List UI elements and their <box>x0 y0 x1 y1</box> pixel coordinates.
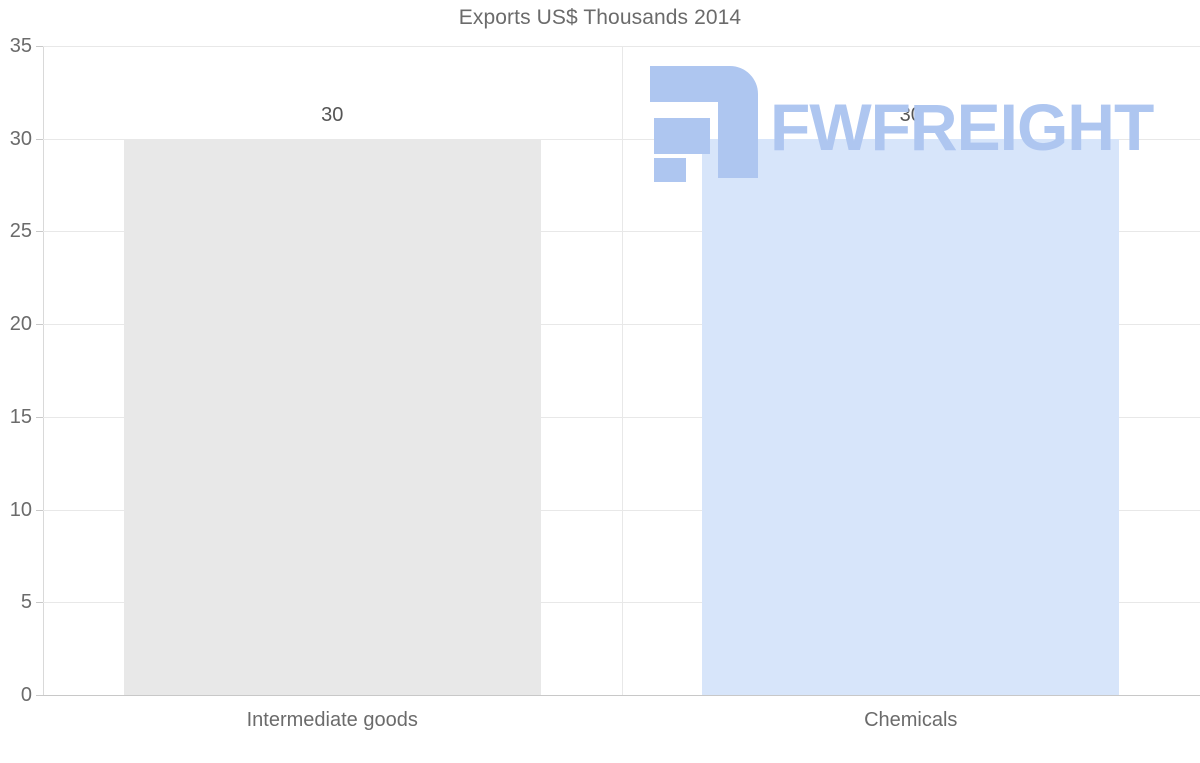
y-tick-mark-10 <box>36 509 43 511</box>
y-axis-line <box>43 46 44 695</box>
y-tick-mark-35 <box>36 46 43 47</box>
bar-1[interactable] <box>123 138 541 695</box>
y-tick-mark-15 <box>36 416 43 418</box>
y-tick-label-0: 0 <box>20 684 32 706</box>
y-tick-label-15: 15 <box>9 405 32 428</box>
gridline-y-0 <box>43 695 1200 696</box>
gridline-y-15 <box>43 416 1200 418</box>
y-tick-mark-30 <box>36 138 43 140</box>
x-tick-label-2: Chemicals <box>864 709 958 731</box>
y-tick-label-25: 25 <box>9 220 32 243</box>
plot-area <box>43 46 1200 696</box>
gridline-y-5 <box>43 602 1200 604</box>
y-tick-mark-5 <box>36 602 43 604</box>
y-tick-label-20: 20 <box>9 313 32 336</box>
bar-value-label-1: 30 <box>321 103 344 126</box>
bar-value-label-2: 30 <box>899 103 922 126</box>
gridline-y-35 <box>43 46 1200 47</box>
gridline-y-25 <box>43 231 1200 233</box>
gridline-y-10 <box>43 509 1200 511</box>
y-tick-label-10: 10 <box>9 498 32 521</box>
y-tick-mark-20 <box>36 324 43 326</box>
gridline-x-1 <box>622 46 623 695</box>
bar-2[interactable] <box>702 138 1119 695</box>
y-tick-label-30: 30 <box>9 127 32 150</box>
y-tick-mark-0 <box>36 695 43 696</box>
x-tick-label-1: Intermediate goods <box>246 709 418 731</box>
gridline-y-20 <box>43 324 1200 326</box>
y-tick-label-35: 35 <box>9 35 32 57</box>
gridline-y-30 <box>43 138 1200 140</box>
chart-title: Exports US$ Thousands 2014 <box>458 6 742 29</box>
y-tick-mark-25 <box>36 231 43 233</box>
y-tick-label-5: 5 <box>20 591 32 614</box>
